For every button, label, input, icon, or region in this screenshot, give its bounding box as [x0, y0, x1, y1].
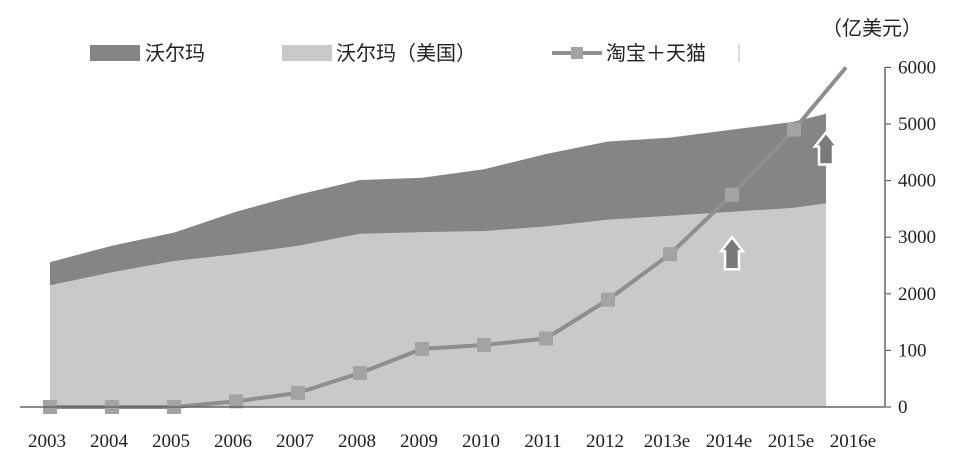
line-marker [725, 187, 739, 202]
x-tick-label: 2015e [768, 431, 814, 452]
y-tick-label: 100 [898, 340, 927, 361]
x-tick-label: 2003 [28, 431, 66, 452]
up-arrow-icon [812, 130, 840, 166]
y-tick-label: 2000 [898, 284, 936, 305]
y-tick-label: 6000 [898, 57, 936, 78]
line-marker [291, 385, 305, 400]
x-tick-label: 2005 [152, 431, 190, 452]
x-tick-label: 2014e [706, 431, 752, 452]
legend: 沃尔玛 沃尔玛（美国） 淘宝＋天猫 [90, 41, 740, 65]
y-tick-labels: 0 100 2000 3000 4000 5000 6000 [885, 57, 936, 418]
line-layer [43, 66, 848, 414]
x-tick-label: 2004 [90, 431, 129, 452]
legend-label-walmart-us: 沃尔玛（美国） [336, 41, 476, 65]
x-tick-label: 2013e [644, 431, 690, 452]
x-tick-label: 2016e [830, 431, 876, 452]
x-tick-labels: 2003 2004 2005 2006 2007 2008 2009 2010 2011 2012… [28, 431, 876, 452]
area-layer [50, 113, 826, 407]
y-tick-label: 3000 [898, 227, 936, 248]
legend-swatch-walmart [90, 45, 140, 61]
line-marker [353, 366, 367, 381]
x-tick-label: 2009 [400, 431, 438, 452]
line-marker [415, 341, 429, 356]
legend-label-walmart: 沃尔玛 [145, 41, 205, 65]
x-tick-label: 2010 [462, 431, 500, 452]
x-tick-label: 2012 [586, 431, 624, 452]
line-marker [229, 394, 243, 409]
up-arrow-icon [718, 235, 746, 271]
x-tick-label: 2006 [214, 431, 252, 452]
line-marker [539, 331, 553, 346]
y-tick-label: 5000 [898, 114, 936, 135]
unit-label: （亿美元） [822, 16, 922, 40]
line-marker [601, 292, 615, 307]
annotation-layer [718, 130, 840, 271]
x-tick-label: 2011 [524, 431, 561, 452]
legend-marker-taobao [571, 47, 583, 59]
area-series-1 [50, 203, 826, 407]
x-tick-label: 2007 [276, 431, 314, 452]
legend-label-taobao: 淘宝＋天猫 [606, 41, 706, 65]
y-tick-label: 4000 [898, 171, 936, 192]
x-tick-label: 2008 [338, 431, 376, 452]
line-marker [787, 122, 801, 137]
line-series-2 [50, 66, 848, 409]
line-marker [663, 247, 677, 262]
line-marker [477, 338, 491, 353]
y-tick-label: 0 [898, 397, 908, 418]
legend-swatch-walmart-us [282, 45, 332, 61]
